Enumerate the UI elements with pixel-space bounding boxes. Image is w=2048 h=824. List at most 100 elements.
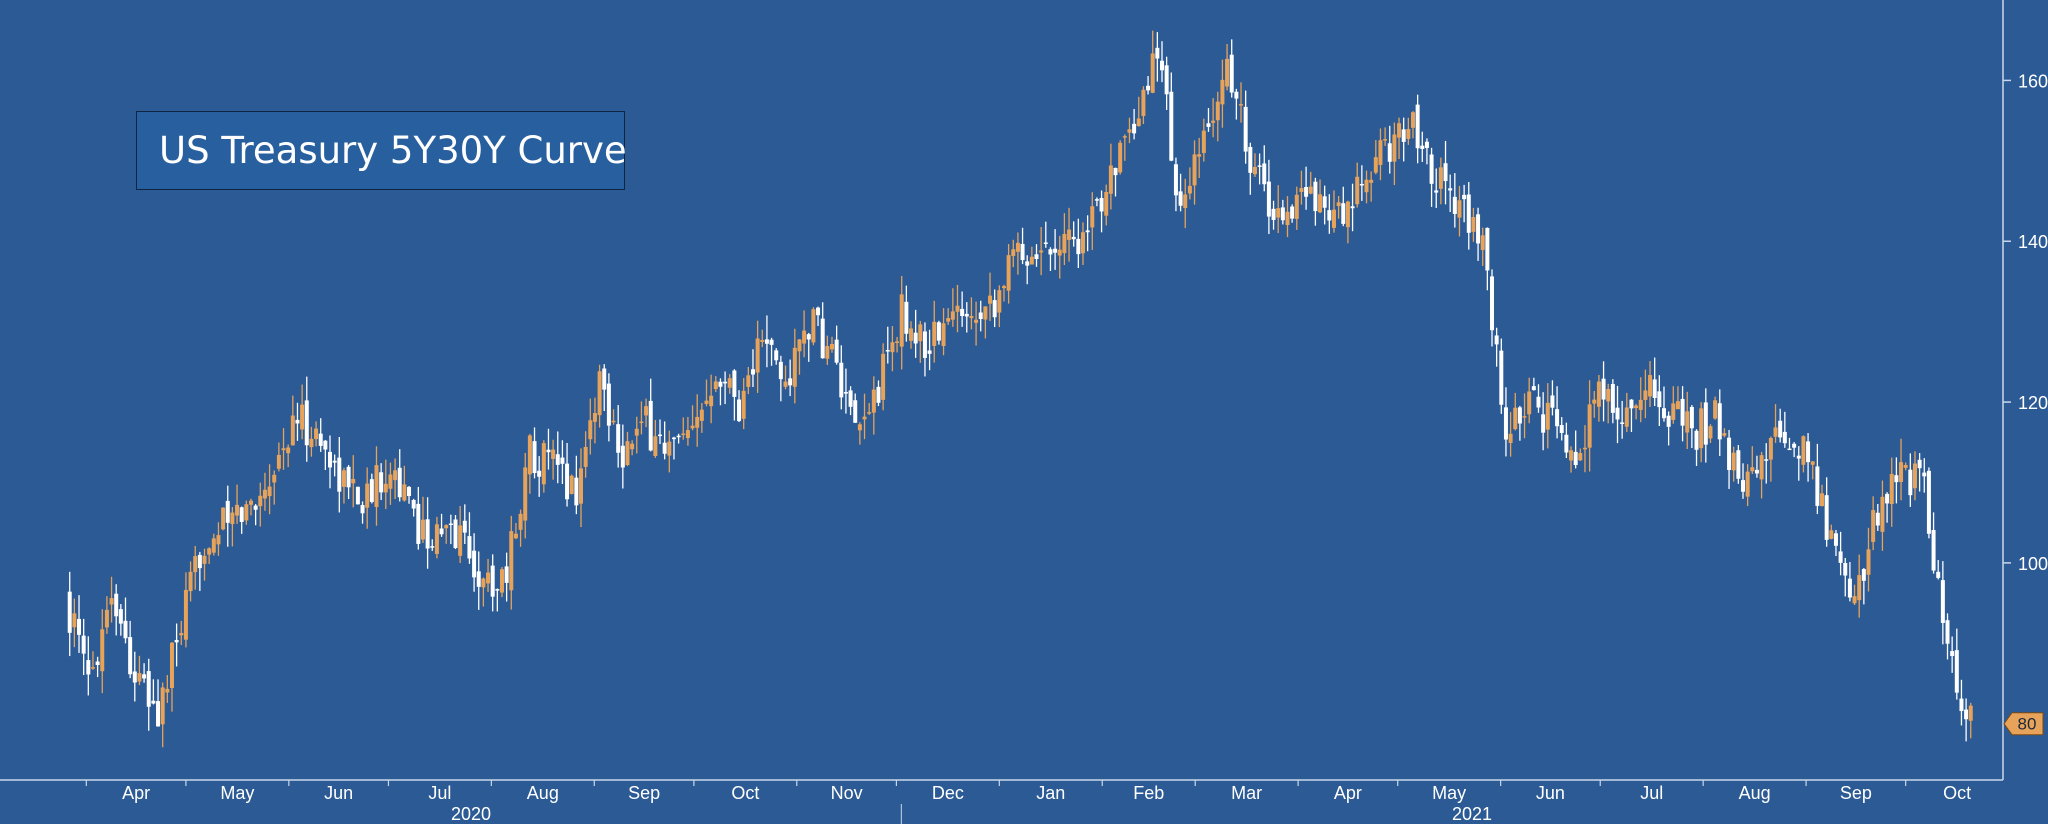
candle-body — [1899, 462, 1904, 482]
candle-body — [309, 438, 314, 448]
candle-body — [1415, 104, 1420, 149]
candle-body — [1369, 179, 1374, 183]
candle-body — [499, 569, 504, 593]
candle-body — [146, 671, 151, 707]
candle-body — [1875, 512, 1880, 526]
candle-body — [857, 424, 862, 431]
candle-body — [913, 332, 918, 344]
candle-body — [1392, 134, 1397, 162]
candle-body — [1950, 651, 1955, 656]
candle-body — [1968, 705, 1973, 721]
candle-body — [1201, 130, 1206, 153]
candle-body — [1341, 203, 1346, 224]
candle-body — [1694, 430, 1699, 450]
candle-body — [1959, 698, 1964, 712]
candle-body — [1276, 208, 1281, 218]
candle-body — [1513, 407, 1518, 430]
candle-body — [1555, 409, 1560, 427]
candle-body — [1001, 286, 1006, 289]
candle-body — [1206, 123, 1211, 127]
candle-body — [1787, 448, 1792, 451]
candle-body — [1057, 249, 1062, 256]
x-year-label: 2021 — [1452, 804, 1492, 824]
candle-body — [286, 447, 291, 454]
candle-body — [1801, 436, 1806, 465]
candle-body — [1857, 575, 1862, 601]
candle-body — [1345, 201, 1350, 228]
candle-body — [430, 546, 435, 548]
candle-body — [881, 353, 886, 400]
candle-body — [750, 369, 755, 375]
candle-body — [1564, 434, 1569, 453]
candle-body — [551, 449, 556, 459]
candle-body — [1852, 596, 1857, 604]
candle-body — [244, 504, 249, 521]
candle-body — [1164, 65, 1169, 95]
candle-body — [151, 700, 156, 704]
candle-body — [1592, 399, 1597, 404]
candle-body — [407, 486, 412, 497]
candle-body — [1076, 238, 1081, 255]
candle-body — [81, 635, 86, 654]
candle-body — [843, 392, 848, 394]
x-year-label: 2020 — [451, 804, 491, 824]
candle-body — [1071, 236, 1076, 240]
candle-body — [272, 474, 277, 483]
candle-body — [77, 618, 82, 635]
candle-body — [1476, 214, 1481, 244]
candle-body — [1434, 190, 1439, 193]
candle-body — [188, 571, 193, 592]
candle-body — [216, 535, 221, 545]
candle-body — [853, 400, 858, 423]
candle-body — [1229, 54, 1234, 93]
candle-body — [723, 381, 728, 384]
x-tick-label: Sep — [1840, 783, 1872, 803]
x-axis-ticks: Apr May Jun Jul Aug Sep Oct Nov Dec Jan Feb Mar Apr M… — [85, 780, 1971, 824]
candle-body — [1689, 406, 1694, 429]
candle-body — [276, 454, 281, 469]
candle-body — [1648, 375, 1653, 397]
candle-body — [709, 395, 714, 407]
candle-body — [169, 642, 174, 689]
candle-body — [235, 504, 240, 516]
candle-body — [890, 342, 895, 353]
candle-body — [1541, 414, 1546, 433]
candle-body — [1545, 402, 1550, 430]
candle-body — [974, 319, 979, 323]
candle-body — [1271, 208, 1276, 220]
candle-body — [988, 295, 993, 304]
candle-body — [365, 483, 370, 508]
candle-body — [1141, 89, 1146, 116]
candle-body — [1085, 230, 1090, 233]
candle-body — [323, 440, 328, 450]
candle-body — [1099, 198, 1104, 212]
candle-body — [90, 667, 95, 669]
candle-body — [537, 470, 542, 477]
candle-body — [393, 470, 398, 481]
x-tick-label: Jan — [1036, 783, 1065, 803]
candle-body — [128, 637, 133, 675]
candle-body — [328, 451, 333, 468]
candle-body — [481, 578, 486, 588]
candle-body — [1861, 569, 1866, 581]
candle-body — [997, 290, 1002, 313]
candle-body — [397, 467, 402, 498]
candles-layer — [67, 30, 1973, 748]
candle-body — [1466, 194, 1471, 233]
candle-body — [1499, 350, 1504, 405]
candle-body — [1397, 123, 1402, 138]
candle-body — [1792, 443, 1797, 448]
candle-body — [895, 341, 900, 343]
candle-body — [718, 381, 723, 387]
candle-body — [1954, 650, 1959, 693]
candle-body — [1239, 104, 1244, 106]
candle-body — [1731, 452, 1736, 471]
candle-body — [778, 361, 783, 380]
candle-body — [383, 483, 388, 493]
candle-body — [574, 477, 579, 506]
candle-body — [341, 470, 346, 487]
candle-body — [1299, 188, 1304, 192]
candle-body — [1782, 431, 1787, 444]
candle-body — [1048, 249, 1053, 255]
